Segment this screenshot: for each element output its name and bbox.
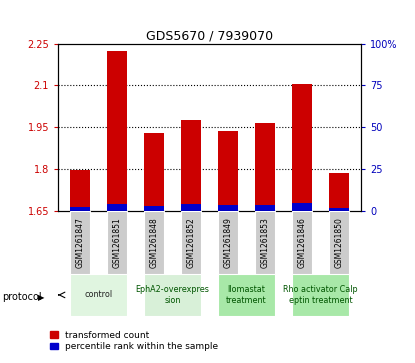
Text: ▶: ▶ <box>38 293 45 302</box>
Bar <box>144 274 201 316</box>
Text: EphA2-overexpres
sion: EphA2-overexpres sion <box>136 285 210 305</box>
Bar <box>70 207 90 211</box>
Bar <box>218 205 238 211</box>
Bar <box>70 211 90 274</box>
Text: control: control <box>85 290 113 299</box>
Bar <box>255 211 275 274</box>
Bar <box>218 211 238 274</box>
Bar <box>107 211 127 274</box>
Bar <box>255 123 275 211</box>
Bar <box>70 170 90 211</box>
Bar <box>218 131 238 211</box>
Bar <box>107 204 127 211</box>
Bar <box>144 205 164 211</box>
Text: GSM1261849: GSM1261849 <box>224 217 232 268</box>
Bar <box>107 50 127 211</box>
Bar <box>70 274 127 316</box>
Bar <box>329 208 349 211</box>
Text: GSM1261847: GSM1261847 <box>76 217 85 268</box>
Legend: transformed count, percentile rank within the sample: transformed count, percentile rank withi… <box>46 327 222 355</box>
Text: Rho activator Calp
eptin treatment: Rho activator Calp eptin treatment <box>283 285 358 305</box>
Bar <box>292 84 312 211</box>
Title: GDS5670 / 7939070: GDS5670 / 7939070 <box>146 29 273 42</box>
Bar <box>181 120 201 211</box>
Bar <box>181 204 201 211</box>
Bar <box>329 173 349 211</box>
Text: GSM1261848: GSM1261848 <box>150 217 159 268</box>
Bar <box>292 274 349 316</box>
Text: GSM1261850: GSM1261850 <box>334 217 343 268</box>
Text: protocol: protocol <box>2 292 42 302</box>
Bar <box>292 211 312 274</box>
Bar <box>292 203 312 211</box>
Text: GSM1261851: GSM1261851 <box>113 217 122 268</box>
Bar <box>181 211 201 274</box>
Bar <box>144 211 164 274</box>
Text: Ilomastat
treatment: Ilomastat treatment <box>226 285 267 305</box>
Bar <box>329 211 349 274</box>
Text: GSM1261852: GSM1261852 <box>187 217 195 268</box>
Bar <box>255 205 275 211</box>
Text: GSM1261853: GSM1261853 <box>261 217 269 268</box>
Bar <box>144 132 164 211</box>
Bar <box>218 274 275 316</box>
Text: GSM1261846: GSM1261846 <box>298 217 306 268</box>
